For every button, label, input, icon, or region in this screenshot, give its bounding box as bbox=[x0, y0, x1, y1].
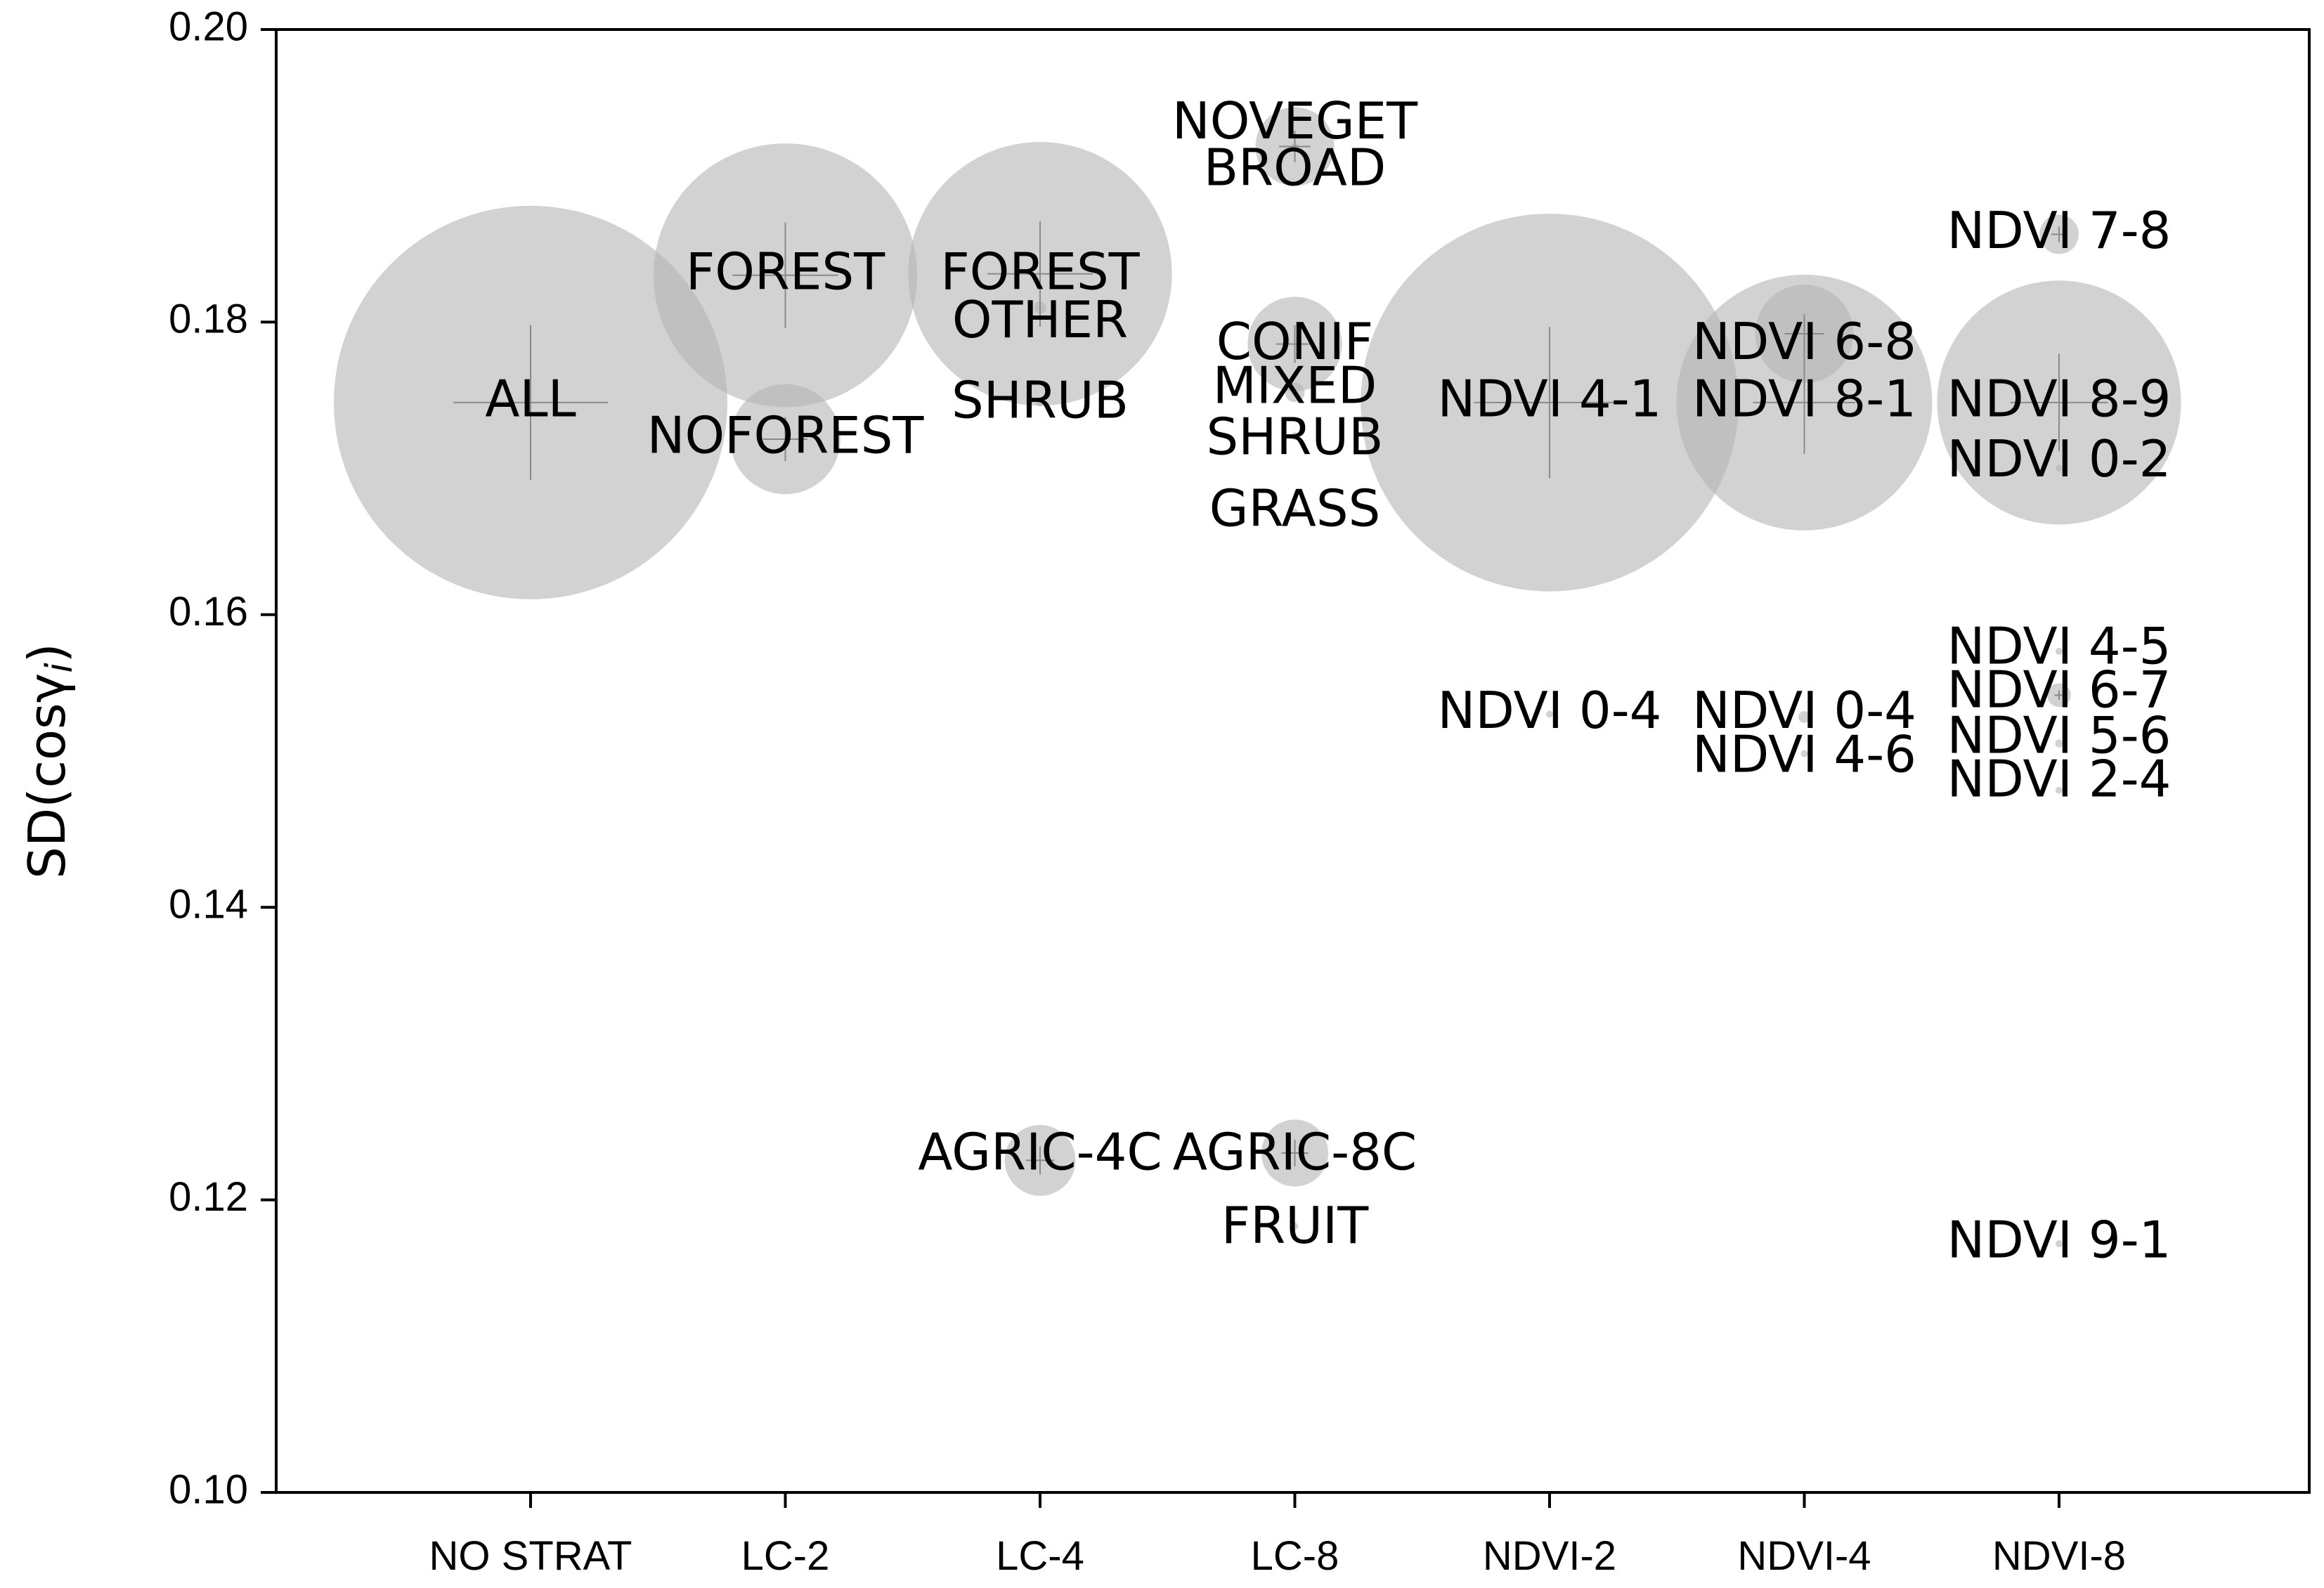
y-tick-label: 0.20 bbox=[169, 4, 248, 49]
y-axis-title: SD(cosγi) bbox=[18, 643, 81, 879]
y-axis-title-close: ) bbox=[18, 643, 77, 663]
plot-frame bbox=[275, 28, 2311, 1494]
bubble-label: NDVI 4-1 bbox=[1437, 369, 1661, 428]
y-tick-label: 0.14 bbox=[169, 882, 248, 928]
bubble bbox=[1291, 509, 1299, 516]
y-tick-label: 0.18 bbox=[169, 297, 248, 342]
x-tick-label: NDVI-8 bbox=[1992, 1533, 2126, 1579]
bubble-label: NDVI 9-1 bbox=[1947, 1211, 2171, 1270]
bubble-label: NDVI 6-7 bbox=[1947, 660, 2171, 720]
bubble bbox=[1036, 398, 1044, 407]
bubble-label: NDVI 6-8 bbox=[1692, 312, 1916, 371]
bubble bbox=[2056, 1240, 2063, 1248]
bubble bbox=[1285, 382, 1305, 403]
y-tick-label: 0.16 bbox=[169, 589, 248, 634]
bubble-label: NDVI 8-1 bbox=[1692, 369, 1916, 428]
bubble bbox=[1291, 1223, 1299, 1230]
x-tick-label: LC-2 bbox=[741, 1533, 830, 1579]
bubble-label: NDVI 2-4 bbox=[1947, 750, 2171, 809]
x-tick-label: NDVI-4 bbox=[1737, 1533, 1871, 1579]
bubble-label: FRUIT bbox=[1221, 1196, 1369, 1255]
bubble bbox=[1800, 750, 1808, 757]
x-tick-label: NDVI-2 bbox=[1483, 1533, 1616, 1579]
bubble-label: NDVI 0-4 bbox=[1692, 681, 1916, 740]
bubble-label: NOFOREST bbox=[647, 405, 925, 464]
bubble-label: FOREST bbox=[940, 242, 1140, 301]
bubble-label: AGRIC-4C bbox=[918, 1123, 1162, 1182]
x-tick-label: LC-4 bbox=[996, 1533, 1084, 1579]
bubble-label: NDVI 5-6 bbox=[1947, 705, 2171, 764]
bubble-label: NDVI 0-2 bbox=[1947, 429, 2171, 488]
bubble bbox=[1798, 711, 1810, 723]
bubble-label: NOVEGET bbox=[1172, 91, 1418, 150]
bubble-label: FOREST bbox=[686, 242, 885, 301]
bubble-label: NDVI 7-8 bbox=[1947, 201, 2171, 260]
bubble-label: NDVI 4-5 bbox=[1947, 616, 2171, 675]
bubble-label: ALL bbox=[485, 369, 576, 428]
x-tick-label: NO STRAT bbox=[429, 1533, 632, 1579]
bubble-label: AGRIC-8C bbox=[1173, 1123, 1417, 1182]
bubble bbox=[2056, 786, 2063, 794]
bubble-label: NDVI 0-4 bbox=[1437, 681, 1661, 740]
bubble-label: NDVI 4-6 bbox=[1692, 724, 1916, 783]
bubble-layer bbox=[334, 107, 2181, 1248]
bubble-label: GRASS bbox=[1209, 479, 1381, 538]
y-axis: 0.10 0.12 0.14 0.16 0.18 0.20 bbox=[169, 4, 276, 1512]
bubble bbox=[2056, 464, 2063, 472]
point-label-layer: ALLFORESTNOFORESTFORESTOTHERSHRUBAGRIC-4… bbox=[485, 91, 2171, 1270]
bubble-label: BROAD bbox=[1204, 138, 1387, 197]
y-tick-label: 0.12 bbox=[169, 1174, 248, 1220]
bubble bbox=[2055, 739, 2063, 748]
crosshair-layer bbox=[453, 131, 2108, 1175]
y-tick-label: 0.10 bbox=[169, 1466, 248, 1512]
bubble bbox=[2056, 647, 2063, 655]
bubble-label: OTHER bbox=[952, 290, 1128, 349]
x-axis: NO STRAT LC-2 LC-4 LC-8 NDVI-2 NDVI-4 NDVI-8 bbox=[429, 1492, 2126, 1579]
bubble-label: SHRUB bbox=[952, 371, 1129, 430]
bubble-label: NDVI 8-9 bbox=[1947, 369, 2171, 428]
x-tick-label: LC-8 bbox=[1251, 1533, 1339, 1579]
bubble bbox=[1290, 432, 1299, 441]
bubble-label: SHRUB bbox=[1207, 408, 1384, 467]
bubble bbox=[1546, 710, 1553, 718]
y-axis-title-subscript: i bbox=[39, 663, 81, 673]
bubble-label: MIXED bbox=[1213, 356, 1377, 415]
bubble-label: CONIF bbox=[1216, 312, 1373, 371]
